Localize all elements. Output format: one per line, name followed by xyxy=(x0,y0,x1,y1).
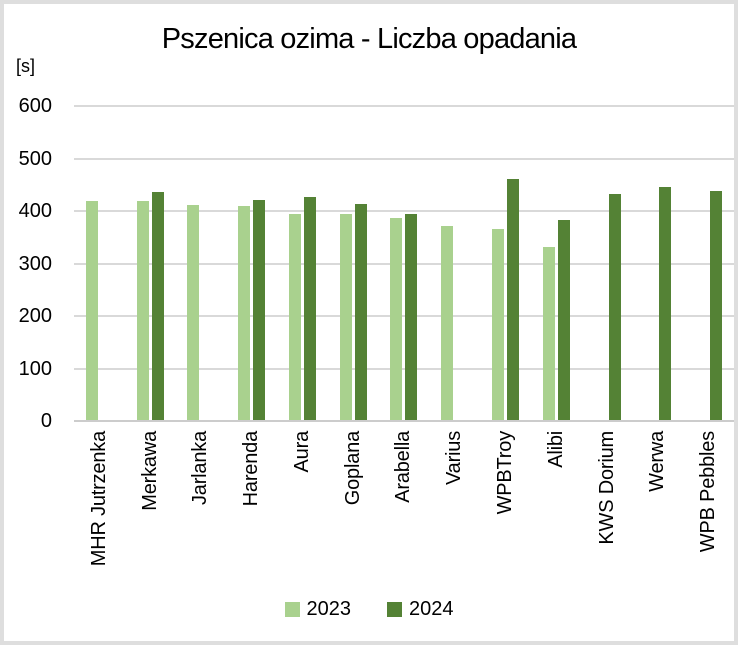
category-group-werwa xyxy=(632,105,683,420)
x-category-merkawa: Merkawa xyxy=(125,431,176,596)
x-category-label-aura: Aura xyxy=(290,431,313,473)
x-category-label-werwa: Werwa xyxy=(646,431,669,492)
category-group-kws-dorium xyxy=(582,105,633,420)
bar-2023-jarlanka xyxy=(187,204,200,420)
x-category-goplana: Goplana xyxy=(328,431,379,596)
x-category-label-wpbtroy: WPBTroy xyxy=(494,431,516,515)
y-tick-label-600: 600 xyxy=(18,95,52,117)
gridline-400 xyxy=(74,210,734,212)
legend-item-2024: 2024 xyxy=(387,598,454,621)
x-category-alibi: Alibi xyxy=(531,431,582,596)
x-category-label-alibi: Alibi xyxy=(544,431,567,468)
plot-area xyxy=(74,105,734,422)
x-category-wpbtroy: WPBTroy xyxy=(480,431,531,596)
bar-2023-harenda xyxy=(238,205,251,420)
bar-2023-alibi xyxy=(542,246,555,420)
x-category-kws-dorium: KWS Dorium xyxy=(582,431,633,596)
x-category-jarlanka: Jarlanka xyxy=(176,431,227,596)
y-tick-label-500: 500 xyxy=(18,147,52,170)
bar-2023-arabella xyxy=(390,217,403,420)
bar-2024-alibi xyxy=(557,219,570,420)
chart-title: Pszenica ozima - Liczba opadania xyxy=(161,23,577,55)
legend-swatch-2024 xyxy=(387,602,402,617)
gridline-200 xyxy=(74,315,734,317)
bar-2024-goplana xyxy=(354,203,367,420)
x-category-wpb-pebbles: WPB Pebbles xyxy=(683,431,734,596)
category-group-jarlanka xyxy=(176,105,227,420)
category-group-arabella xyxy=(379,105,430,420)
gridline-300 xyxy=(74,262,734,265)
bar-2023-aura xyxy=(288,213,301,420)
x-category-mhr-jutrzenka: MHR Jutrzenka xyxy=(74,431,125,596)
category-group-aura xyxy=(277,105,328,420)
legend-swatch-2023 xyxy=(284,602,300,617)
y-tick-label-200: 200 xyxy=(18,305,52,327)
x-category-label-jarlanka: Jarlanka xyxy=(189,431,212,505)
x-axis-category-labels: MHR Jutrzenka Merkawa Jarlanka Harenda Aura G… xyxy=(74,431,734,596)
y-tick-label-300: 300 xyxy=(18,252,52,275)
x-category-varius: Varius xyxy=(429,431,480,596)
gridline-600 xyxy=(74,105,734,107)
bar-2023-goplana xyxy=(339,214,352,420)
x-category-label-arabella: Arabella xyxy=(392,431,415,503)
bar-2024-wpb-pebbles xyxy=(710,190,723,420)
gridline-500 xyxy=(74,157,734,160)
x-category-werwa: Werwa xyxy=(632,431,683,596)
gridline-0 xyxy=(74,420,734,422)
y-tick-label-100: 100 xyxy=(18,357,52,380)
y-tick-label-0: 0 xyxy=(40,410,52,432)
x-category-label-goplana: Goplana xyxy=(341,431,364,506)
bar-2023-wpbtroy xyxy=(492,228,505,420)
x-category-label-merkawa: Merkawa xyxy=(138,431,161,511)
bar-2024-merkawa xyxy=(151,191,164,420)
category-group-varius xyxy=(429,105,480,420)
x-category-label-kws-dorium: KWS Dorium xyxy=(595,431,618,545)
x-category-aura: Aura xyxy=(277,431,328,596)
bar-2024-harenda xyxy=(253,199,266,420)
y-axis-tick-labels: 0 100 200 300 400 500 600 xyxy=(4,95,52,432)
gridline-100 xyxy=(74,367,734,370)
x-category-label-mhr-jutrzenka: MHR Jutrzenka xyxy=(87,431,110,567)
x-category-label-varius: Varius xyxy=(443,431,466,486)
x-category-label-harenda: Harenda xyxy=(240,431,263,507)
x-category-label-wpb-pebbles: WPB Pebbles xyxy=(697,431,720,553)
bar-2023-varius xyxy=(441,225,454,420)
category-group-mhr-jutrzenka xyxy=(74,105,125,420)
category-group-wpb-pebbles xyxy=(683,105,734,420)
bar-2024-aura xyxy=(303,196,316,420)
bar-2024-arabella xyxy=(405,214,418,420)
bar-2023-merkawa xyxy=(136,201,149,420)
bar-2023-mhr-jutrzenka xyxy=(85,201,98,420)
category-group-alibi xyxy=(531,105,582,420)
bar-2024-kws-dorium xyxy=(608,193,621,420)
legend: 2023 2024 xyxy=(4,598,734,621)
y-tick-label-400: 400 xyxy=(18,200,52,222)
y-axis-unit-label: [s] xyxy=(16,56,36,76)
legend-label-2024: 2024 xyxy=(409,598,454,620)
x-category-arabella: Arabella xyxy=(379,431,430,596)
bar-2024-werwa xyxy=(659,187,672,420)
bar-2024-wpbtroy xyxy=(507,179,520,420)
category-group-merkawa xyxy=(125,105,176,420)
category-group-harenda xyxy=(226,105,277,420)
category-group-goplana xyxy=(328,105,379,420)
legend-label-2023: 2023 xyxy=(306,598,352,620)
legend-item-2023: 2023 xyxy=(284,598,352,621)
category-group-wpbtroy xyxy=(480,105,531,420)
x-category-harenda: Harenda xyxy=(226,431,277,596)
